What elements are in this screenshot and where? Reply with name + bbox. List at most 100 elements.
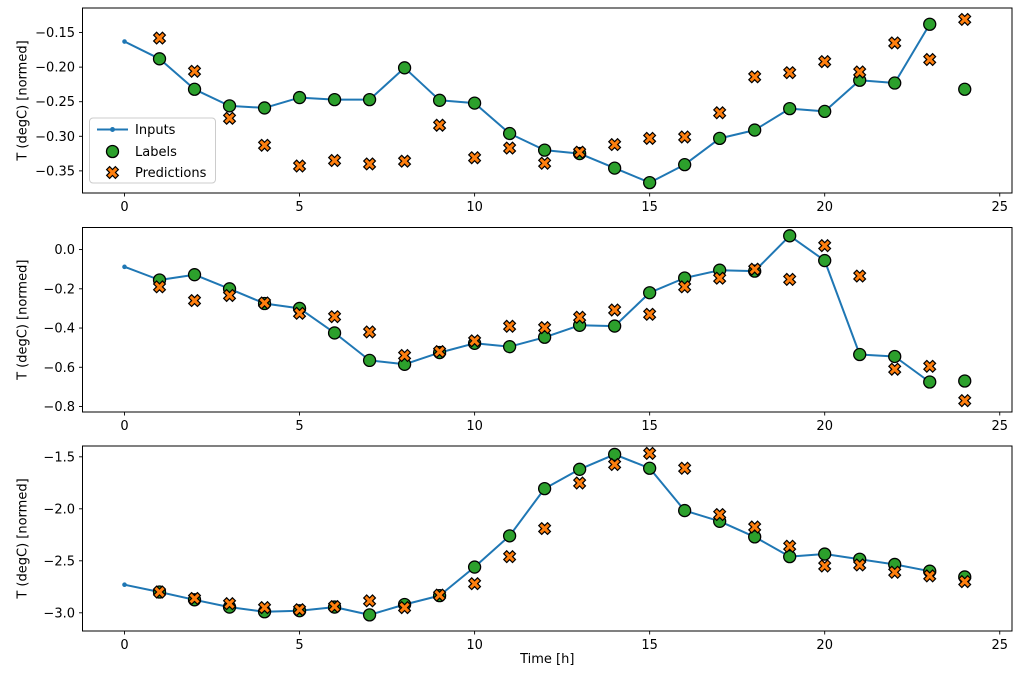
labels-circle-marker	[818, 547, 832, 561]
predictions-x-marker	[257, 600, 272, 615]
labels-circle-marker	[923, 17, 937, 31]
inputs-dot-marker	[122, 264, 127, 270]
inputs-dot-marker	[122, 39, 127, 44]
x-tick-label: 25	[991, 638, 1008, 653]
labels-circle-marker	[467, 96, 482, 110]
predictions-x-marker	[397, 348, 412, 363]
predictions-x-marker	[923, 52, 937, 67]
labels-circle-marker	[537, 143, 552, 157]
labels-circle-marker	[818, 253, 832, 268]
predictions-x-marker	[292, 306, 307, 321]
predictions-x-marker	[467, 334, 482, 348]
predictions-x-marker	[888, 362, 902, 376]
labels-circle-marker	[362, 353, 377, 368]
y-tick-label: −0.8	[43, 400, 75, 415]
labels-circle-marker	[643, 175, 657, 190]
predictions-x-marker	[747, 70, 762, 84]
labels-circle-marker	[257, 101, 272, 115]
predictions-x-marker	[327, 153, 342, 168]
predictions-x-marker	[817, 559, 832, 573]
labels-circle-marker	[502, 529, 517, 543]
labels-circle-marker	[958, 374, 972, 388]
x-tick-label: 5	[295, 638, 303, 653]
predictions-x-marker	[292, 159, 307, 173]
legend-circle-icon	[105, 144, 120, 159]
subplot-2: 0.0 −0.2 −0.4 −0.6 −0.8 0 5 10 15 20 25 T (degC) [n…	[16, 227, 1013, 434]
predictions-x-marker	[677, 461, 692, 475]
labels-circle-marker	[432, 93, 447, 107]
predictions-x-marker	[187, 64, 202, 78]
x-tick-label: 15	[641, 638, 658, 653]
x-tick-label: 0	[120, 200, 128, 215]
predictions-x-marker	[362, 325, 377, 339]
predictions-x-marker	[607, 457, 622, 472]
labels-circle-marker	[327, 92, 342, 107]
predictions-x-marker	[817, 238, 832, 253]
legend-item-label: Predictions	[135, 166, 207, 181]
predictions-x-marker	[712, 507, 727, 522]
axes-frame	[82, 227, 1013, 413]
predictions-x-marker	[502, 319, 517, 333]
predictions-x-marker	[502, 141, 517, 155]
labels-circle-marker	[187, 268, 202, 282]
labels-circle-marker	[572, 462, 587, 476]
predictions-x-marker	[923, 569, 937, 583]
predictions-x-marker	[958, 574, 972, 589]
x-tick-label: 10	[466, 638, 483, 653]
x-tick-label: 5	[295, 200, 303, 215]
labels-circle-marker	[327, 326, 342, 340]
labels-circle-marker	[187, 82, 202, 96]
x-tick-label: 0	[120, 419, 128, 434]
labels-circle-marker	[783, 229, 797, 243]
labels-circle-marker	[888, 349, 902, 364]
labels-circle-marker	[713, 131, 727, 146]
labels-circle-marker	[502, 340, 517, 354]
y-tick-label: −0.20	[35, 61, 75, 76]
predictions-x-marker	[958, 393, 972, 408]
inputs-line	[124, 234, 931, 383]
x-tick-label: 20	[816, 638, 833, 653]
x-tick-label: 10	[466, 419, 483, 434]
predictions-x-marker	[888, 36, 902, 50]
predictions-x-marker	[642, 446, 657, 461]
inputs-line	[124, 453, 930, 616]
predictions-x-marker	[362, 594, 377, 608]
labels-circle-marker	[607, 319, 622, 333]
y-axis-label: T (degC) [normed]	[16, 260, 31, 381]
predictions-x-marker	[187, 591, 202, 606]
predictions-x-marker	[572, 310, 587, 324]
x-tick-label: 25	[991, 200, 1008, 215]
predictions-x-marker	[923, 359, 937, 374]
predictions-x-marker	[677, 280, 692, 294]
labels-circle-marker	[362, 92, 377, 107]
predictions-x-marker	[537, 521, 552, 536]
y-tick-label: −0.15	[35, 26, 75, 41]
predictions-x-marker	[852, 65, 867, 79]
labels-circle-marker	[643, 461, 657, 475]
labels-circle-marker	[607, 447, 622, 462]
labels-circle-marker	[362, 608, 377, 622]
x-tick-label: 10	[466, 200, 483, 215]
subplot-1: −0.15 −0.20 −0.25 −0.30 −0.35 0 5 10 15 20 25 T (de…	[16, 7, 1013, 215]
y-tick-label: −2.5	[43, 554, 75, 569]
plot-area	[122, 446, 972, 622]
predictions-x-marker	[362, 157, 377, 171]
labels-circle-marker	[888, 76, 902, 90]
y-tick-label: −0.25	[35, 95, 75, 110]
plot-area	[122, 12, 972, 190]
predictions-x-marker	[852, 269, 867, 283]
y-tick-label: 0.0	[54, 243, 75, 258]
labels-circle-marker	[818, 104, 832, 119]
predictions-x-marker	[747, 520, 762, 534]
axes-frame	[82, 7, 1013, 194]
labels-circle-marker	[292, 90, 307, 105]
x-tick-label: 0	[120, 638, 128, 653]
predictions-x-marker	[572, 476, 587, 490]
predictions-x-marker	[677, 130, 692, 144]
predictions-x-marker	[292, 602, 307, 617]
x-tick-label: 15	[641, 200, 658, 215]
labels-circle-marker	[397, 61, 412, 75]
legend-x-icon	[105, 165, 120, 180]
predictions-x-marker	[888, 565, 902, 579]
